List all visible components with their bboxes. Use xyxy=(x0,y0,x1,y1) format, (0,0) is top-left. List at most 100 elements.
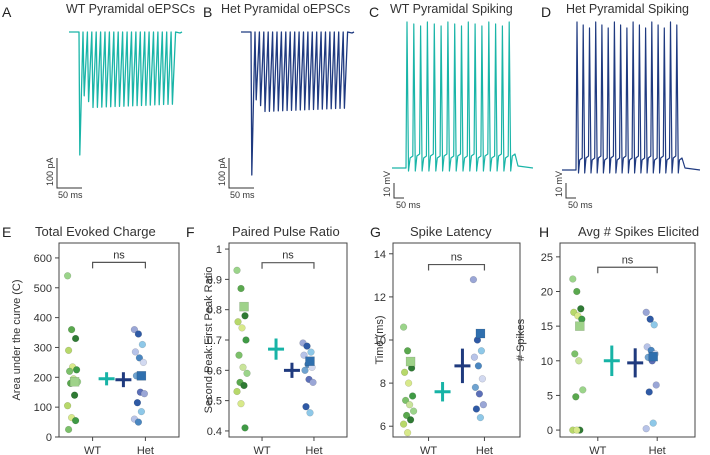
significance-bracket xyxy=(91,261,146,269)
wt-data-point xyxy=(67,326,76,334)
y-tick-label: 0.7 xyxy=(207,335,222,347)
wt-data-point xyxy=(238,324,246,332)
x-tick-label-wt: WT xyxy=(84,445,101,455)
scale-bar-a xyxy=(56,158,82,189)
scale-bar-d-x-label: 50 ms xyxy=(568,200,593,210)
het-data-point xyxy=(650,321,658,329)
het-data-point xyxy=(476,414,485,422)
wt-data-point xyxy=(241,312,249,320)
y-tick-label: 6 xyxy=(380,421,386,433)
het-representative-marker xyxy=(475,328,486,339)
plot-frame xyxy=(559,242,696,438)
y-tick-label: 100 xyxy=(34,402,52,414)
wt-data-point xyxy=(409,392,417,400)
wt-data-point xyxy=(572,393,580,401)
het-data-point xyxy=(649,419,657,427)
het-representative-marker xyxy=(136,371,147,381)
het-data-point xyxy=(479,401,488,409)
wt-data-point xyxy=(404,429,412,437)
y-axis-label: # Spikes xyxy=(515,318,527,361)
het-data-point xyxy=(133,399,142,407)
wt-oepsc-trace xyxy=(69,31,183,156)
plot-frame xyxy=(58,242,180,438)
wt-data-point xyxy=(241,424,249,432)
panel-g-title: Spike Latency xyxy=(410,224,492,239)
het-data-point xyxy=(642,308,650,316)
het-data-point xyxy=(130,326,139,334)
y-tick-label: 0 xyxy=(46,432,52,444)
het-oepsc-trace xyxy=(241,31,355,176)
wt-data-point xyxy=(579,386,587,394)
wt-data-point xyxy=(235,351,243,359)
y-tick-label: 0.9 xyxy=(207,274,222,286)
y-tick-label: 10 xyxy=(374,335,386,347)
significance-label: ns xyxy=(282,250,294,262)
y-tick-label: 20 xyxy=(541,287,553,299)
het-data-point xyxy=(477,347,486,355)
panel-letter-f: F xyxy=(186,224,195,240)
het-data-point xyxy=(472,405,481,413)
het-data-point xyxy=(646,315,654,323)
panel-g-plot: 6 8 10 12 14 Time (ms) WT Het ns xyxy=(374,242,521,455)
wt-data-point xyxy=(242,336,250,344)
scale-bar-d xyxy=(565,183,576,199)
het-data-point xyxy=(478,375,487,383)
significance-bracket xyxy=(261,262,315,269)
panel-f-title: Paired Pulse Ratio xyxy=(232,224,340,239)
het-data-point xyxy=(475,390,484,398)
wt-representative-marker xyxy=(405,356,416,367)
het-data-point xyxy=(138,340,147,349)
wt-data-point xyxy=(234,318,242,326)
significance-label: ns xyxy=(451,252,463,264)
het-data-point xyxy=(469,276,478,284)
het-representative-marker xyxy=(648,351,658,362)
wt-data-point xyxy=(573,287,581,296)
wt-data-point xyxy=(72,366,81,374)
wt-data-point xyxy=(243,369,251,377)
het-data-point xyxy=(134,330,143,338)
het-data-point xyxy=(135,354,144,362)
het-representative-marker xyxy=(305,356,315,366)
wt-data-point xyxy=(64,346,73,355)
x-tick-label-het: Het xyxy=(649,445,666,455)
y-tick-label: 500 xyxy=(34,283,52,295)
het-data-point xyxy=(137,408,146,416)
panel-letter-e: E xyxy=(2,224,11,240)
x-tick-label-het: Het xyxy=(476,445,493,455)
y-tick-label: 0 xyxy=(547,425,553,437)
x-tick-label-het: Het xyxy=(137,445,154,455)
het-data-point xyxy=(301,366,309,374)
wt-data-point xyxy=(63,272,72,280)
scale-bar-c xyxy=(393,183,404,199)
wt-data-point xyxy=(569,275,577,283)
het-spiking-trace xyxy=(562,21,701,174)
y-axis-label: Time (ms) xyxy=(374,315,386,364)
significance-bracket xyxy=(427,263,486,271)
panel-h-title: Avg # Spikes Elicited xyxy=(578,224,699,239)
wt-data-point xyxy=(410,407,418,415)
y-tick-label: 14 xyxy=(374,249,386,261)
y-tick-label: 200 xyxy=(34,372,52,384)
scale-bar-c-y-label: 10 mV xyxy=(382,171,392,197)
het-data-point xyxy=(474,362,483,370)
panel-letter-h: H xyxy=(539,224,549,240)
wt-data-point xyxy=(404,347,412,355)
x-tick-label-wt: WT xyxy=(589,445,606,455)
x-tick-label-het: Het xyxy=(305,445,322,455)
y-tick-label: 300 xyxy=(34,342,52,354)
scale-bar-d-y-label: 10 mV xyxy=(554,171,564,197)
y-axis-label: Area under the curve (C) xyxy=(11,279,23,400)
wt-data-point xyxy=(407,416,415,424)
wt-data-point xyxy=(71,334,80,343)
scale-bar-b-x-label: 50 ms xyxy=(230,190,255,200)
scale-bar-b xyxy=(228,158,254,189)
panel-letter-d: D xyxy=(541,4,551,20)
wt-data-point xyxy=(239,363,247,371)
wt-data-point xyxy=(240,381,248,390)
scale-bar-c-x-label: 50 ms xyxy=(396,200,421,210)
significance-bracket xyxy=(597,266,658,274)
scale-bar-a-y-label: 100 pA xyxy=(45,157,55,186)
wt-data-point xyxy=(233,266,241,274)
y-tick-label: 0.4 xyxy=(207,426,222,438)
